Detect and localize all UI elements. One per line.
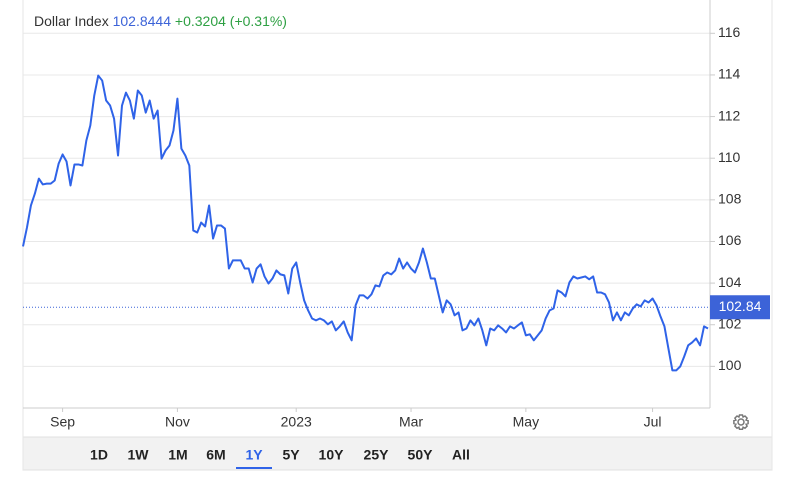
title: Dollar Index bbox=[34, 13, 109, 29]
x-tick-label: 2023 bbox=[281, 414, 312, 430]
y-tick-label: 106 bbox=[718, 232, 742, 248]
x-tick-label: Mar bbox=[399, 414, 423, 430]
range-button[interactable]: 5Y bbox=[282, 447, 300, 463]
x-tick-label: Nov bbox=[165, 414, 190, 430]
price: 102.8444 bbox=[113, 13, 172, 29]
y-tick-label: 108 bbox=[718, 191, 742, 207]
x-tick-label: Jul bbox=[644, 414, 662, 430]
price-line bbox=[22, 74, 709, 372]
change: +0.3204 (+0.31%) bbox=[175, 13, 287, 29]
range-button[interactable]: 1Y bbox=[245, 447, 263, 463]
range-button[interactable]: 1W bbox=[128, 447, 150, 463]
y-tick-label: 112 bbox=[718, 107, 741, 123]
range-button[interactable]: 1D bbox=[90, 447, 108, 463]
range-button[interactable]: 6M bbox=[206, 447, 225, 463]
x-tick-label: Sep bbox=[50, 414, 75, 430]
y-tick-label: 104 bbox=[718, 274, 742, 290]
y-tick-label: 116 bbox=[718, 24, 741, 40]
y-tick-label: 102 bbox=[718, 315, 742, 331]
y-tick-label: 100 bbox=[718, 357, 742, 373]
range-button[interactable]: 10Y bbox=[319, 447, 345, 463]
range-button[interactable]: 50Y bbox=[408, 447, 434, 463]
range-button[interactable]: 1M bbox=[168, 447, 187, 463]
last-price-box bbox=[710, 295, 770, 320]
range-button[interactable]: All bbox=[452, 447, 470, 463]
chart-title: Dollar Index 102.8444 +0.3204 (+0.31%) bbox=[34, 13, 287, 29]
range-button[interactable]: 25Y bbox=[364, 447, 390, 463]
y-tick-label: 114 bbox=[718, 66, 741, 82]
toolbar bbox=[22, 436, 773, 471]
x-tick-label: May bbox=[513, 414, 539, 430]
last-price-label: 102.84 bbox=[719, 298, 762, 314]
y-tick-label: 110 bbox=[718, 149, 741, 165]
settings-icon[interactable] bbox=[733, 414, 749, 430]
